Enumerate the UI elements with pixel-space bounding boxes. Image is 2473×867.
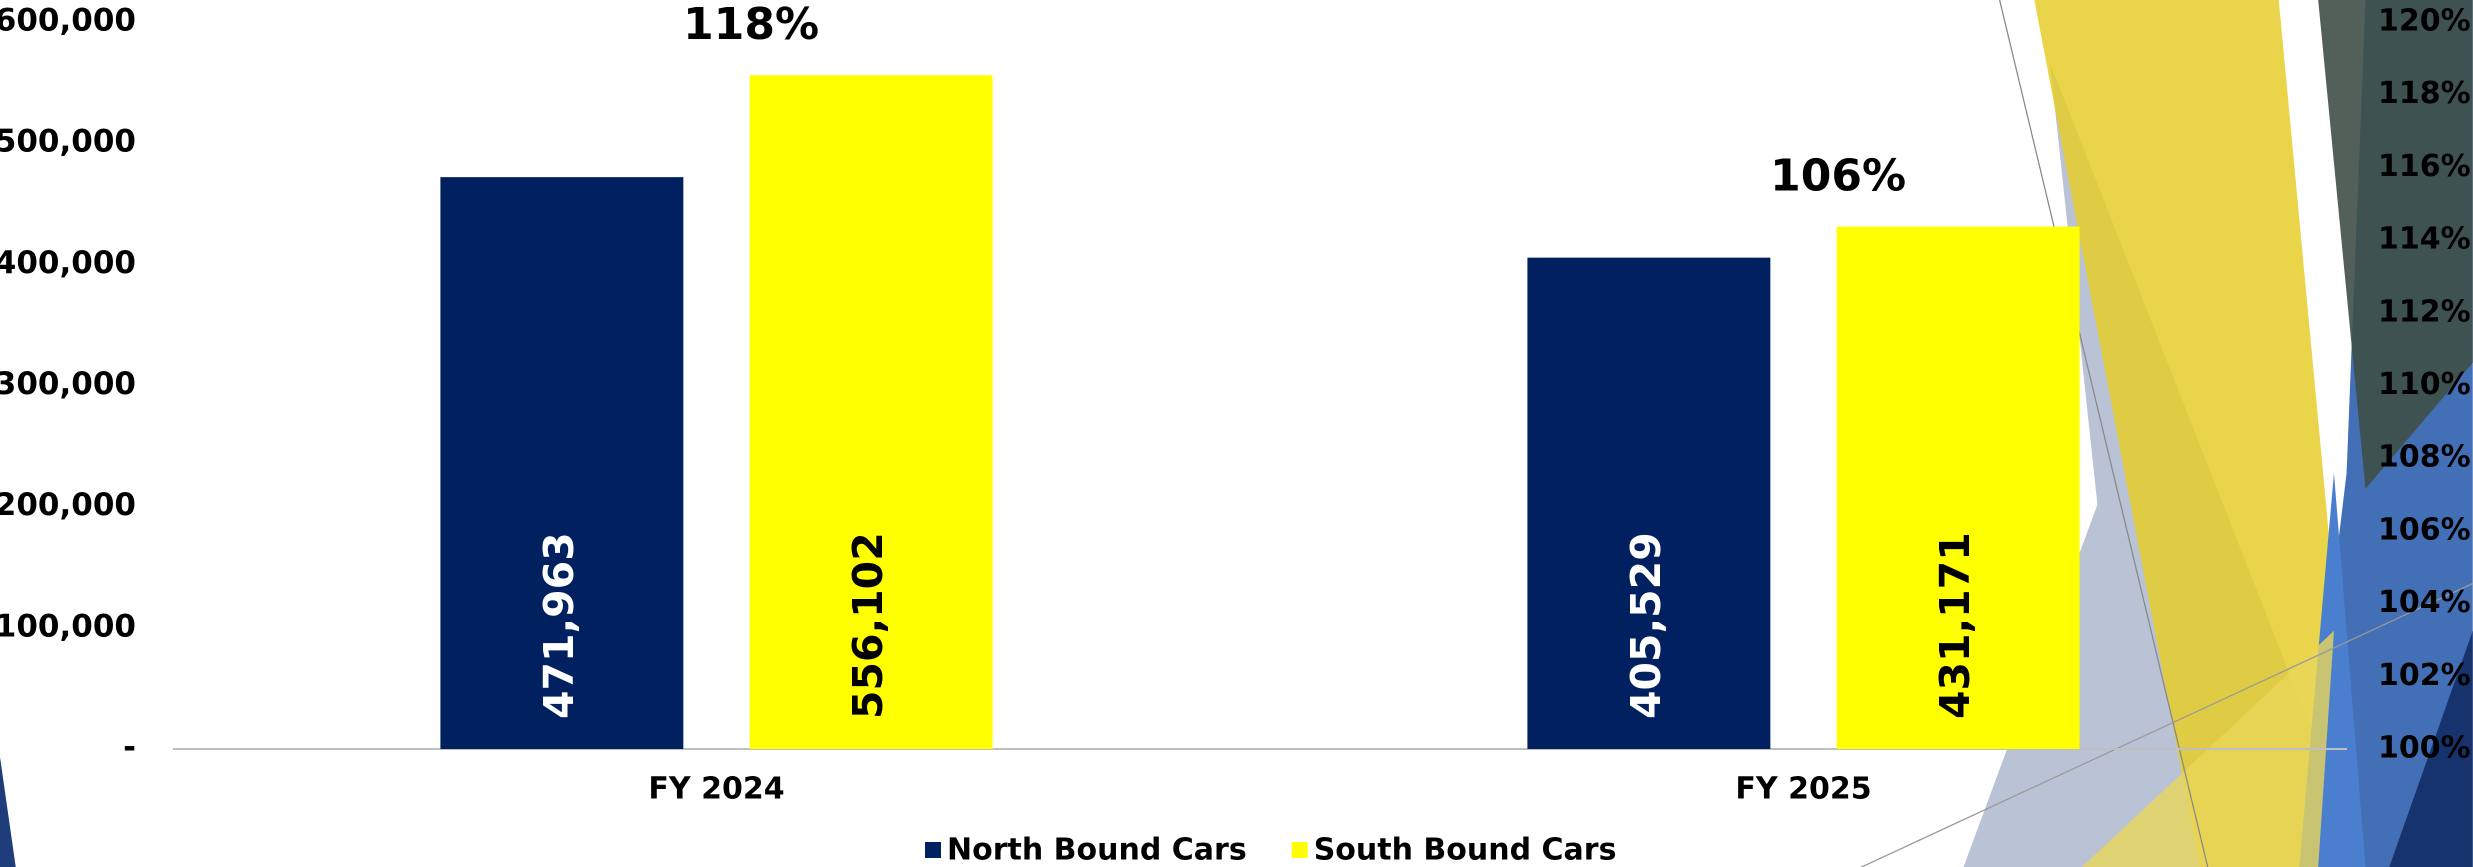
chart: - 100,000 200,000 300,000 400,000 500,000 600,…	[0, 0, 2473, 867]
y-tick-label: 100,000	[0, 608, 136, 644]
y2-tick-label: 114%	[2378, 222, 2471, 257]
y2-tick-label: 102%	[2378, 658, 2471, 693]
legend-label: North Bound Cars	[947, 833, 1247, 867]
y-tick-label: 500,000	[0, 124, 136, 160]
y-tick-label: 200,000	[0, 487, 136, 523]
y2-tick-label: 112%	[2378, 294, 2471, 329]
ratio-label: 106%	[1770, 151, 1906, 202]
decor-shape	[0, 757, 16, 867]
y2-tick-label: 120%	[2378, 4, 2471, 39]
value-label: 405,529	[1622, 532, 1670, 719]
y-tick-label: 400,000	[0, 245, 136, 281]
y2-tick-label: 116%	[2378, 149, 2471, 184]
y2-tick-label: 118%	[2378, 76, 2471, 111]
value-label: 556,102	[844, 532, 892, 719]
ratio-label: 118%	[683, 0, 819, 50]
y2-tick-label: 106%	[2378, 512, 2471, 547]
y2-tick-label: 110%	[2378, 367, 2471, 402]
legend-swatch	[1292, 842, 1308, 858]
legend-label: South Bound Cars	[1314, 833, 1617, 867]
decoration	[0, 0, 2473, 867]
y-tick-label: 600,000	[0, 3, 136, 39]
y2-tick-label: 104%	[2378, 585, 2471, 620]
value-label: 431,171	[1931, 532, 1979, 719]
value-label: 471,963	[535, 532, 583, 719]
x-tick-label: FY 2025	[1735, 772, 1871, 807]
y-tick-label: 300,000	[0, 366, 136, 402]
x-tick-label: FY 2024	[648, 772, 784, 807]
y2-tick-label: 108%	[2378, 440, 2471, 475]
y-tick-label: -	[123, 730, 136, 766]
y2-tick-label: 100%	[2378, 731, 2471, 766]
legend-swatch	[925, 842, 941, 858]
